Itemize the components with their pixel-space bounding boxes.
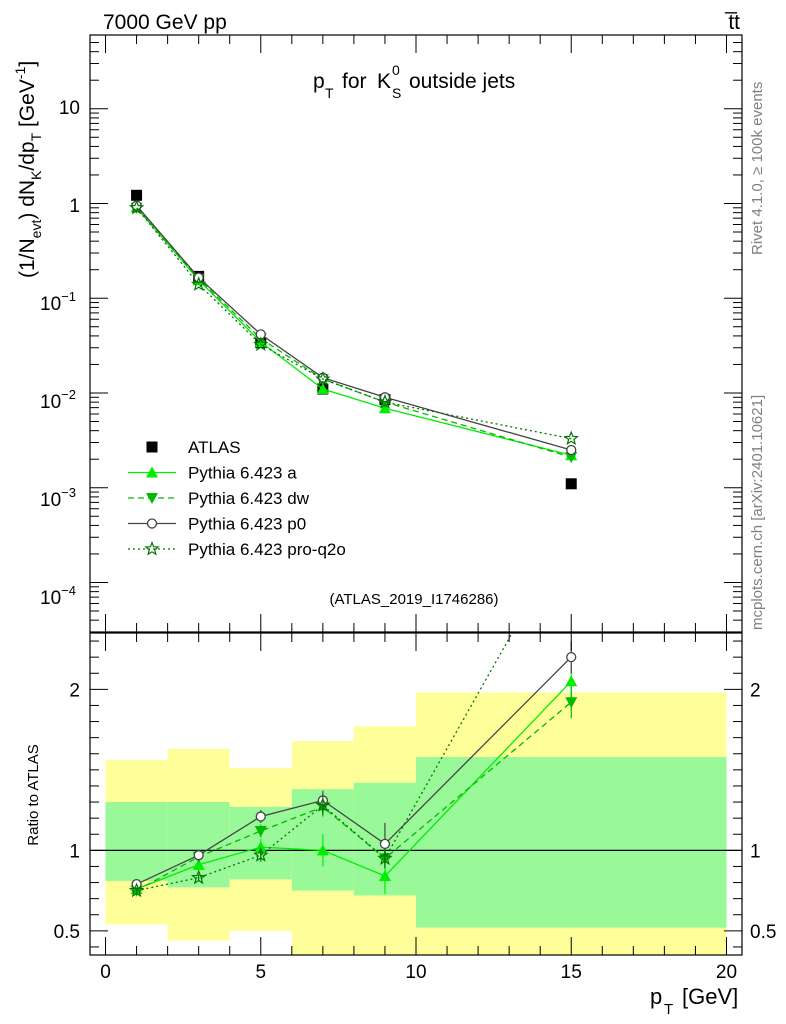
ratio-panel: 0.5 0.51 12 20 5 10 15 20 Ratio to ATLAS	[25, 522, 776, 983]
ratio-band-inner-0	[105, 802, 168, 881]
legend-marker-pythia-6-423-a	[146, 466, 158, 478]
x-axis-label: p T [GeV]	[650, 984, 738, 1018]
main-point-atlas-5	[565, 478, 577, 490]
legend-marker-pythia-6-423-p0	[146, 518, 158, 529]
analysis-id: (ATLAS_2019_I1746286)	[329, 591, 498, 608]
ratio-ytick-label-right-2: 2	[750, 680, 761, 701]
ratio-y-axis-label: Ratio to ATLAS	[25, 744, 42, 845]
legend-item-atlas: ATLAS	[146, 438, 241, 457]
main-panel: 10 1 10−1 10−2 10−3 10−4 p T for K 0 S o…	[12, 34, 743, 633]
ratio-point-pythia-6-423-pro-q2o-4	[377, 850, 393, 866]
main-line-pythia-6-423-pro-q2o	[136, 207, 572, 440]
svg-text:[GeV]: [GeV]	[682, 984, 738, 1009]
ratio-point-pythia-6-423-a-3	[316, 844, 329, 856]
svg-text:T: T	[664, 1001, 673, 1018]
ratio-point-pythia-6-423-a-2	[254, 841, 267, 853]
xtick-label-10: 10	[405, 962, 426, 983]
ratio-line-pythia-6-423-a	[136, 680, 572, 890]
main-point-pythia-6-423-dw-5	[565, 452, 578, 464]
ratio-line-pythia-6-423-p0	[136, 656, 572, 885]
svg-text:p: p	[313, 70, 325, 93]
legend-label-pythia-6-423-pro-q2o: Pythia 6.423 pro-q2o	[188, 540, 346, 559]
main-point-pythia-6-423-pro-q2o-1	[190, 276, 207, 291]
legend-item-pythia-6-423-p0: Pythia 6.423 p0	[128, 515, 306, 534]
ratio-band-inner-5	[416, 756, 727, 928]
ratio-point-pythia-6-423-p0-2	[255, 811, 266, 822]
ratio-point-pythia-6-423-p0-5	[566, 652, 577, 663]
mcplots-label: mcplots.cern.ch [arXiv:2401.10621]	[749, 395, 766, 630]
ratio-point-pythia-6-423-a-5	[565, 675, 578, 687]
chart-title: p T for K 0 S outside jets	[313, 62, 515, 101]
legend-marker-pythia-6-423-pro-q2o	[144, 540, 160, 556]
ytick-label-10: 10	[59, 98, 80, 119]
main-point-pythia-6-423-p0-5	[566, 444, 577, 456]
xtick-label-0: 0	[100, 962, 111, 983]
svg-text:T: T	[325, 85, 334, 101]
ratio-point-pythia-6-423-pro-q2o-1	[190, 869, 207, 885]
ytick-label-1: 1	[69, 196, 80, 217]
main-point-atlas-0	[131, 189, 143, 201]
legend-item-pythia-6-423-pro-q2o: Pythia 6.423 pro-q2o	[128, 540, 346, 559]
header-process: t̅t	[724, 11, 740, 34]
xtick-label-15: 15	[561, 962, 582, 983]
legend-item-pythia-6-423-a: Pythia 6.423 a	[128, 464, 297, 483]
svg-text:K: K	[377, 70, 391, 93]
ratio-point-pythia-6-423-a-4	[378, 870, 391, 882]
ratio-point-pythia-6-423-pro-q2o-2	[253, 847, 269, 862]
legend: ATLAS Pythia 6.423 a Pythia 6.423 dw Pythia…	[128, 438, 346, 559]
main-line-pythia-6-423-a	[136, 206, 572, 456]
legend-label-pythia-6-423-a: Pythia 6.423 a	[188, 464, 297, 483]
legend-marker-atlas	[146, 441, 158, 453]
svg-text:0: 0	[392, 62, 400, 78]
ratio-point-pythia-6-423-pro-q2o-3	[315, 797, 331, 812]
ratio-ytick-label-right-1: 1	[750, 841, 761, 862]
svg-text:p: p	[650, 984, 662, 1009]
ratio-point-pythia-6-423-p0-4	[379, 838, 391, 850]
ratio-ytick-label-2: 2	[69, 680, 80, 701]
main-point-pythia-6-423-pro-q2o-2	[253, 336, 269, 352]
legend-item-pythia-6-423-dw: Pythia 6.423 dw	[128, 489, 310, 508]
ratio-point-pythia-6-423-p0-1	[193, 850, 204, 861]
main-point-pythia-6-423-pro-q2o-3	[315, 370, 331, 386]
ratio-line-pythia-6-423-dw	[136, 701, 572, 892]
svg-text:S: S	[392, 85, 401, 101]
legend-label-pythia-6-423-p0: Pythia 6.423 p0	[188, 515, 306, 534]
legend-label-pythia-6-423-dw: Pythia 6.423 dw	[188, 489, 310, 508]
ytick-label-1e-1: 10−1	[40, 289, 76, 315]
ratio-point-pythia-6-423-pro-q2o-0	[128, 882, 145, 898]
y-axis-label: (1/Nevt) dNK/dpT [GeV-1]	[12, 61, 44, 278]
main-point-pythia-6-423-pro-q2o-5	[563, 430, 579, 446]
svg-text:outside jets: outside jets	[409, 70, 515, 93]
xtick-label-20: 20	[716, 962, 737, 983]
rivet-version-label: Rivet 4.1.0, ≥ 100k events	[749, 82, 766, 255]
legend-marker-pythia-6-423-dw	[146, 493, 158, 504]
main-line-pythia-6-423-dw	[136, 207, 572, 458]
main-point-pythia-6-423-a-3	[316, 383, 329, 395]
xtick-label-5: 5	[255, 962, 266, 983]
main-line-pythia-6-423-p0	[136, 205, 572, 451]
svg-text:for: for	[342, 70, 367, 93]
ratio-ytick-label-right-0.5: 0.5	[750, 922, 776, 943]
header-energy: 7000 GeV pp	[103, 11, 227, 34]
main-point-pythia-6-423-pro-q2o-0	[128, 199, 145, 215]
ytick-label-1e-2: 10−2	[40, 387, 76, 413]
legend-label-atlas: ATLAS	[188, 438, 241, 457]
main-point-pythia-6-423-pro-q2o-4	[377, 393, 393, 409]
ratio-point-pythia-6-423-dw-5	[565, 697, 578, 709]
ratio-ytick-label-1: 1	[69, 841, 80, 862]
ratio-ytick-label-0.5: 0.5	[54, 922, 80, 943]
ratio-point-pythia-6-423-a-1	[192, 858, 205, 870]
ytick-label-1e-4: 10−4	[40, 583, 76, 609]
ytick-label-1e-3: 10−3	[40, 485, 76, 511]
ratio-point-pythia-6-423-dw-2	[254, 826, 267, 838]
ratio-point-pythia-6-423-pro-q2o-5	[565, 522, 577, 534]
